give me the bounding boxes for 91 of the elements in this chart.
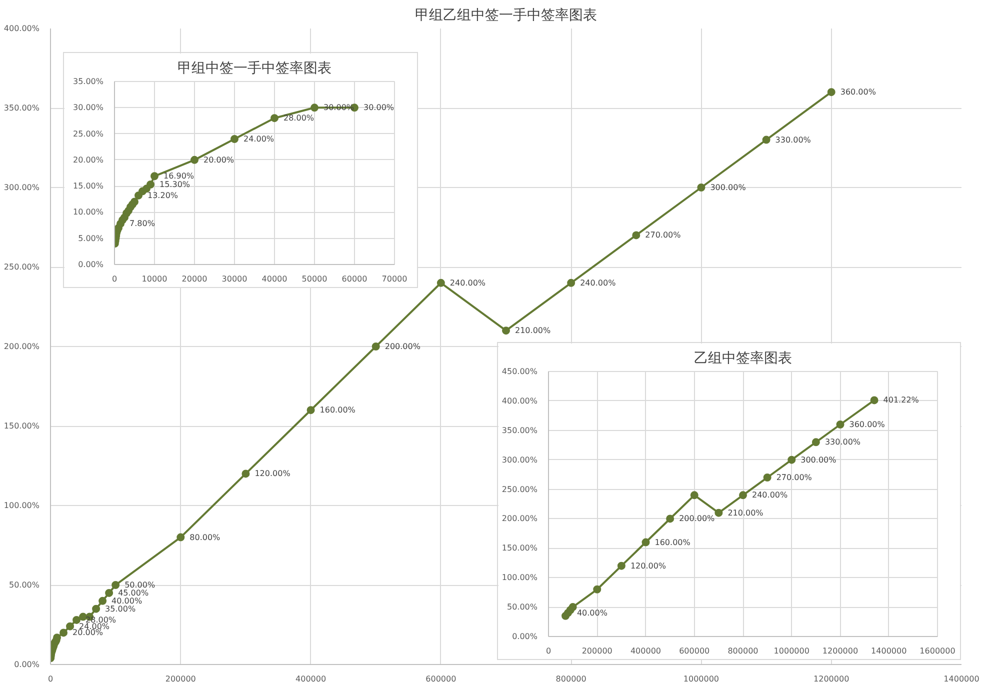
x-tick-label: 20000 bbox=[182, 274, 208, 284]
y-tick-label: 20.00% bbox=[72, 155, 104, 164]
data-label: 210.00% bbox=[515, 326, 551, 336]
x-tick-label: 40000 bbox=[262, 274, 288, 284]
x-tick-label: 1600000 bbox=[920, 646, 956, 656]
y-tick-label: 100.00% bbox=[502, 573, 538, 582]
data-label: 50.00% bbox=[124, 580, 156, 590]
x-tick-label: 400000 bbox=[296, 674, 326, 684]
data-label: 120.00% bbox=[630, 561, 666, 570]
x-tick-label: 60000 bbox=[342, 274, 368, 284]
y-tick-label: 350.00% bbox=[502, 426, 538, 435]
x-tick-label: 1400000 bbox=[944, 674, 980, 684]
data-label: 401.22% bbox=[883, 396, 920, 405]
data-label: 13.20% bbox=[148, 190, 178, 200]
x-tick-label: 600000 bbox=[426, 674, 456, 684]
data-label: 200.00% bbox=[679, 514, 716, 524]
chart-title: 甲组中签一手中签率图表 bbox=[178, 60, 332, 76]
data-label: 35.00% bbox=[105, 604, 136, 614]
y-tick-label: 50.00% bbox=[506, 602, 538, 612]
y-tick-label: 10.00% bbox=[72, 208, 104, 217]
x-tick-label: 200000 bbox=[165, 674, 196, 684]
data-label: 270.00% bbox=[645, 230, 682, 240]
data-label: 360.00% bbox=[849, 420, 886, 429]
x-tick-label: 1000000 bbox=[774, 646, 810, 656]
y-tick-label: 30.00% bbox=[72, 103, 104, 112]
data-label: 160.00% bbox=[654, 538, 691, 547]
y-tick-label: 250.00% bbox=[502, 484, 538, 494]
x-tick-label: 0 bbox=[546, 646, 552, 656]
y-tick-label: 150.00% bbox=[502, 544, 538, 553]
y-tick-label: 200.00% bbox=[502, 514, 538, 524]
y-tick-label: 35.00% bbox=[72, 77, 104, 86]
x-tick-label: 1200000 bbox=[822, 646, 858, 656]
y-tick-label: 0.00% bbox=[512, 632, 538, 641]
y-tick-label: 0.00% bbox=[78, 260, 104, 269]
data-label: 360.00% bbox=[840, 88, 876, 97]
data-label: 20.00% bbox=[204, 155, 234, 164]
x-tick-label: 800000 bbox=[728, 646, 758, 656]
x-tick-label: 1000000 bbox=[683, 674, 720, 684]
y-tick-label: 0.00% bbox=[14, 660, 40, 669]
chart-title: 甲组乙组中签一手中签率图表 bbox=[415, 8, 597, 24]
data-label: 16.90% bbox=[164, 172, 194, 181]
data-label: 24.00% bbox=[79, 622, 110, 631]
data-label: 28.00% bbox=[86, 615, 116, 624]
x-tick-label: 600000 bbox=[679, 646, 710, 656]
data-label: 40.00% bbox=[576, 608, 608, 618]
x-tick-label: 0 bbox=[112, 274, 118, 284]
y-tick-label: 400.00% bbox=[4, 24, 40, 33]
x-tick-label: 70000 bbox=[382, 274, 408, 284]
data-label: 330.00% bbox=[775, 135, 812, 144]
data-label: 28.00% bbox=[284, 114, 314, 123]
y-tick-label: 450.00% bbox=[502, 367, 538, 376]
y-tick-label: 200.00% bbox=[4, 342, 40, 351]
y-tick-label: 25.00% bbox=[72, 129, 104, 138]
data-label: 7.80% bbox=[130, 219, 156, 228]
x-tick-label: 200000 bbox=[582, 646, 612, 656]
data-label: 30.00% bbox=[364, 103, 394, 112]
data-label: 240.00% bbox=[752, 490, 788, 500]
y-tick-label: 250.00% bbox=[4, 262, 40, 272]
x-tick-label: 0 bbox=[48, 674, 54, 684]
y-tick-label: 300.00% bbox=[4, 183, 40, 192]
x-tick-label: 400000 bbox=[630, 646, 662, 656]
data-label: 300.00% bbox=[710, 183, 746, 192]
data-label: 300.00% bbox=[800, 455, 837, 464]
x-tick-label: 800000 bbox=[556, 674, 586, 684]
data-label: 270.00% bbox=[776, 473, 812, 482]
data-label: 120.00% bbox=[254, 469, 291, 478]
y-tick-label: 150.00% bbox=[4, 422, 40, 430]
y-tick-label: 300.00% bbox=[502, 455, 538, 464]
data-label: 80.00% bbox=[190, 532, 221, 542]
x-tick-label: 1400000 bbox=[871, 646, 907, 656]
data-label: 240.00% bbox=[450, 278, 486, 288]
data-label: 160.00% bbox=[320, 406, 356, 415]
data-label: 200.00% bbox=[384, 342, 421, 351]
data-label: 330.00% bbox=[824, 438, 861, 447]
x-tick-label: 1200000 bbox=[814, 674, 850, 684]
chart-title: 乙组中签率图表 bbox=[694, 350, 792, 366]
data-label: 210.00% bbox=[728, 508, 764, 518]
y-tick-label: 5.00% bbox=[78, 234, 104, 243]
data-label: 15.30% bbox=[160, 180, 190, 190]
data-label: 240.00% bbox=[580, 278, 616, 288]
data-label: 24.00% bbox=[244, 134, 274, 144]
y-tick-label: 350.00% bbox=[4, 104, 40, 112]
data-label: 40.00% bbox=[112, 596, 142, 606]
y-tick-label: 400.00% bbox=[502, 396, 538, 406]
y-tick-label: 50.00% bbox=[8, 580, 40, 590]
y-tick-label: 100.00% bbox=[4, 501, 40, 510]
x-tick-label: 50000 bbox=[302, 274, 328, 284]
x-tick-label: 10000 bbox=[142, 274, 168, 284]
y-tick-label: 15.00% bbox=[72, 182, 104, 191]
data-label: 45.00% bbox=[118, 588, 149, 598]
x-tick-label: 30000 bbox=[222, 274, 248, 284]
